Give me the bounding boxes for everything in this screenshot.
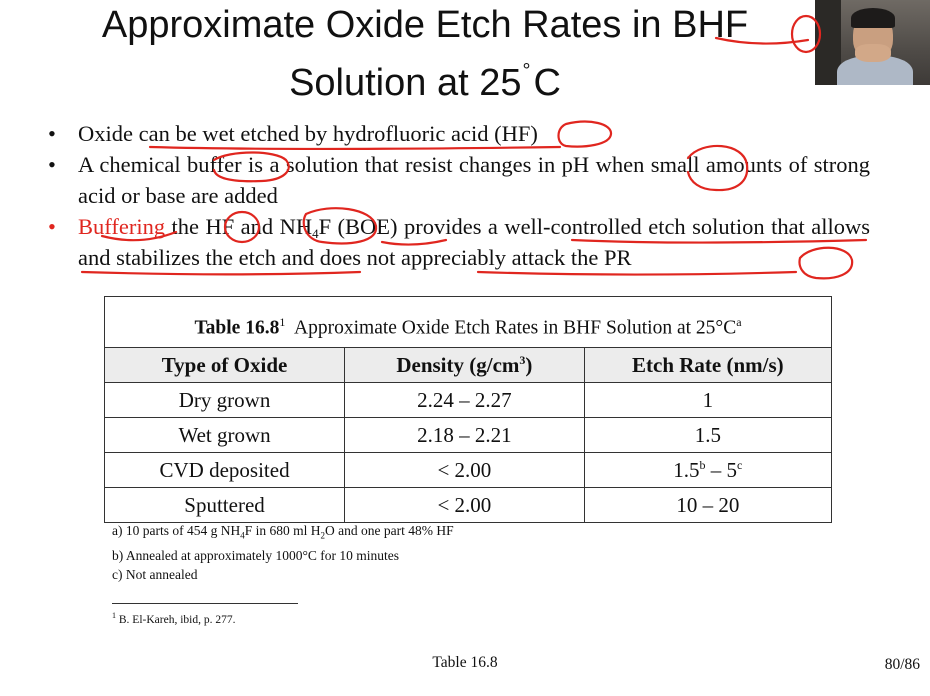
note-c: c) Not annealed [112,566,198,582]
slide-title: Approximate Oxide Etch Rates in BHF Solu… [60,2,790,106]
note-a: a) 10 parts of 454 g NH4F in 680 ml H2O … [112,521,454,546]
table-row: Wet grown 2.18 – 2.21 1.5 [105,417,831,453]
title-line-2-text: Solution at 25 [289,62,522,104]
cell-density: 2.24 – 2.27 [344,382,585,418]
table-caption-footnote-ref: 1 [279,315,286,329]
page-number: 80/86 [884,656,920,673]
etch-value-a: 1.5 [673,457,700,482]
bullet-list: Oxide can be wet etched by hydrofluoric … [48,118,870,273]
presenter-hair [851,8,895,28]
header-density-text: Density (g/cm [396,352,520,377]
cell-density: < 2.00 [344,487,585,522]
cell-density: < 2.00 [344,452,585,488]
cell-type: Sputtered [105,487,346,522]
reference-number: 1 [112,611,116,620]
table-caption-text: Approximate Oxide Etch Rates in BHF Solu… [294,317,737,339]
table-caption: Table 16.81 Approximate Oxide Etch Rates… [105,297,831,348]
note-a-sub-1: 4 [240,530,245,541]
reference-text: B. El-Kareh, ibid, p. 277. [116,613,236,626]
title-line-2: Solution at 25°C [60,48,790,106]
etch-note-b: b [699,457,706,472]
slide-footer-label: Table 16.8 [432,654,498,671]
title-line-1: Approximate Oxide Etch Rates in BHF [101,4,749,46]
table-grid: Type of Oxide Density (g/cm3) Etch Rate … [105,348,831,522]
table-caption-label: Table 16.8 [194,317,280,339]
table-row: CVD deposited < 2.00 1.5b – 5c [105,452,831,488]
bullet-3-highlight: Buffering [78,214,166,239]
header-density-close: ) [525,352,533,377]
header-density: Density (g/cm3) [344,348,585,383]
title-degree: ° [522,60,531,82]
bullet-3: Buffering the HF and NH4F (BOE) provides… [48,211,870,273]
note-a-text-2: F in 680 ml H [244,523,321,538]
presenter-webcam [815,0,930,85]
bullet-1: Oxide can be wet etched by hydrofluoric … [48,118,870,149]
footnote-divider [112,603,298,604]
note-a-sub-2: 2 [320,530,326,541]
table-header-row: Type of Oxide Density (g/cm3) Etch Rate … [105,348,831,383]
reference-footnote: 1 B. El-Kareh, ibid, p. 277. [112,611,235,626]
etch-note-c: c [737,457,743,472]
note-a-text-1: a) 10 parts of 454 g NH [112,523,241,538]
note-b: b) Annealed at approximately 1000°C for … [112,547,399,563]
cell-etch-rate: 1.5b – 5c [583,452,831,488]
bullet-2: A chemical buffer is a solution that res… [48,149,870,211]
header-type-of-oxide: Type of Oxide [105,348,346,383]
title-unit: C [533,62,561,104]
cell-etch-rate: 1 [583,382,831,418]
table-caption-note-ref: a [736,315,742,329]
header-etch-rate: Etch Rate (nm/s) [583,348,831,383]
cell-etch-rate: 1.5 [583,417,831,453]
etch-rate-table: Table 16.81 Approximate Oxide Etch Rates… [104,296,832,523]
table-row: Dry grown 2.24 – 2.27 1 [105,382,831,418]
note-a-text-3: O and one part 48% HF [325,523,454,538]
presenter-hands [855,44,891,62]
cell-type: CVD deposited [105,452,346,488]
cell-density: 2.18 – 2.21 [344,417,585,453]
bullet-3-text-a: the HF and NH [165,214,313,239]
cell-type: Wet grown [105,417,346,453]
bullet-3-text-b: F (BOE) provides a well-controlled etch … [78,214,870,270]
etch-value-mid: – 5 [705,457,738,482]
cell-etch-rate: 10 – 20 [583,487,831,522]
header-density-sup: 3 [519,352,526,367]
table-notes: a) 10 parts of 454 g NH4F in 680 ml H2O … [112,521,454,584]
table-row: Sputtered < 2.00 10 – 20 [105,487,831,522]
cell-type: Dry grown [105,382,346,418]
